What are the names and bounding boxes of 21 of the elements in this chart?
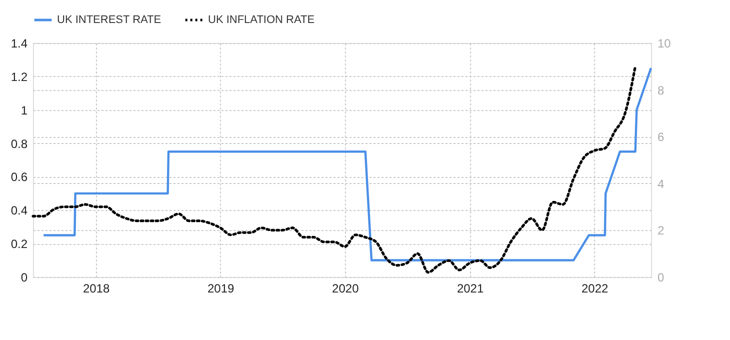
- x-tick-label: 2018: [82, 282, 110, 296]
- y-tick-label: 0.4: [10, 204, 28, 218]
- x-tick-label: 2021: [456, 282, 484, 296]
- y2-tick-label: 4: [658, 176, 664, 191]
- y-tick-label: 1: [20, 103, 28, 118]
- y2-tick-label: 6: [658, 130, 664, 144]
- y2-tick-label: 10: [658, 36, 672, 50]
- legend-label: UK INTEREST RATE: [57, 14, 162, 26]
- y2-tick-label: 8: [658, 83, 664, 98]
- y-tick-label: 1.2: [10, 70, 28, 84]
- y-tick-label: 0.6: [10, 170, 28, 184]
- x-tick-label: 2019: [207, 282, 235, 296]
- x-tick-label: 2022: [582, 282, 609, 296]
- y2-tick-label: 0: [658, 270, 664, 284]
- x-tick-label: 2020: [332, 282, 360, 296]
- y-tick-label: 0.2: [10, 237, 28, 252]
- y-tick-label: 0.8: [10, 136, 28, 151]
- y-tick-label: 1.4: [10, 36, 28, 50]
- y2-tick-label: 2: [658, 224, 664, 238]
- legend-label: UK INFLATION RATE: [208, 14, 315, 26]
- y-tick-label: 0: [20, 270, 28, 284]
